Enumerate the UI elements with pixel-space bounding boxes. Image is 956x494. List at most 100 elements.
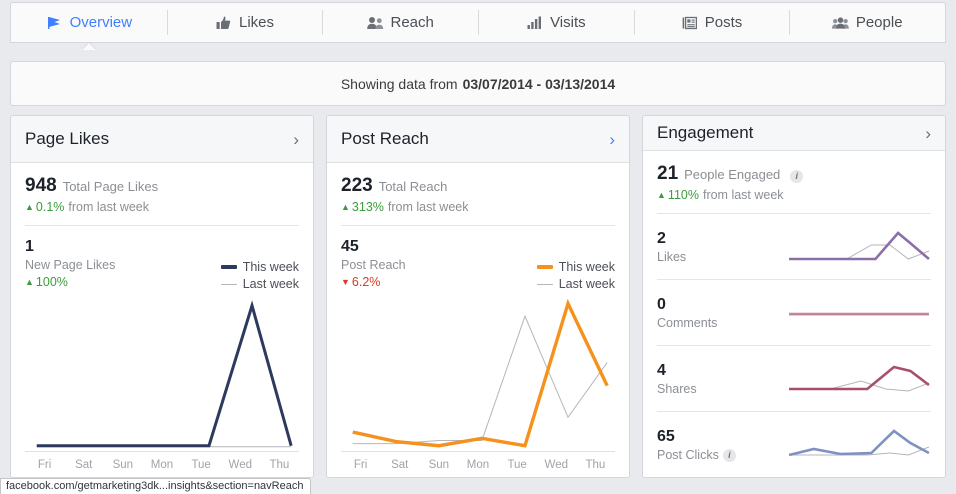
card-header[interactable]: Engagement › — [643, 116, 945, 151]
metric-block: 45 Post Reach ▼ 6.2% This week — [341, 226, 615, 291]
page-likes-chart — [25, 293, 299, 451]
arrow-up-icon: ▲ — [25, 276, 34, 287]
card-page-likes: Page Likes › 948 Total Page Likes ▲ 0.1%… — [10, 115, 314, 478]
card-header[interactable]: Post Reach › — [327, 116, 629, 163]
tab-overview[interactable]: Overview — [11, 3, 167, 42]
tab-visits[interactable]: Visits — [478, 3, 634, 42]
bar-chart-icon — [526, 15, 543, 30]
metric-label: New Page Likes — [25, 258, 116, 272]
metric-value: 45 — [341, 238, 359, 255]
x-tick: Sun — [428, 458, 450, 471]
summary-delta-suffix: from last week — [702, 188, 784, 202]
card-body: 21 People Engaged i ▲ 110% from last wee… — [643, 151, 945, 477]
metric-value: 1 — [25, 238, 34, 255]
legend-this-week: This week — [536, 260, 615, 274]
x-tick: Thu — [585, 458, 606, 471]
metric-block: 1 New Page Likes ▲ 100% This week — [25, 226, 299, 291]
post-reach-x-axis: Fri Sat Sun Mon Tue Wed Thu — [341, 451, 615, 477]
engagement-row-post-clicks: 65 Post Clicks i — [657, 412, 931, 477]
card-title: Engagement — [657, 123, 754, 142]
shares-sparkline-svg — [787, 359, 931, 399]
card-engagement: Engagement › 21 People Engaged i ▲ 110% … — [642, 115, 946, 478]
date-range-value[interactable]: 03/07/2014 - 03/13/2014 — [462, 75, 616, 92]
x-tick: Wed — [228, 458, 252, 471]
card-body: 223 Total Reach ▲ 313% from last week 45… — [327, 163, 629, 477]
series-last-week — [789, 447, 929, 455]
legend-swatch-icon — [536, 265, 553, 269]
summary-delta-suffix: from last week — [68, 200, 150, 214]
legend-last-week: Last week — [220, 277, 299, 291]
legend-swatch-icon — [220, 283, 237, 285]
x-tick: Mon — [150, 458, 174, 471]
arrow-up-icon: ▲ — [657, 189, 666, 200]
post-clicks-sparkline-svg — [787, 425, 931, 465]
row-label: Likes — [657, 250, 687, 264]
tab-reach[interactable]: Reach — [322, 3, 478, 42]
comments-sparkline-svg — [787, 293, 931, 333]
x-tick: Wed — [544, 458, 568, 471]
summary-label: Total Reach — [378, 179, 448, 194]
chevron-right-icon[interactable]: › — [293, 129, 299, 149]
row-value: 4 — [657, 362, 666, 379]
people-icon — [366, 15, 384, 30]
arrow-down-icon: ▼ — [341, 276, 350, 287]
summary-label: Total Page Likes — [62, 179, 159, 194]
summary-delta-pct: 110% — [667, 188, 699, 202]
summary-value: 223 — [341, 175, 373, 196]
thumbs-up-icon — [215, 15, 232, 30]
series-this-week — [789, 367, 929, 389]
row-label: Comments — [657, 316, 718, 330]
chevron-right-icon[interactable]: › — [609, 129, 615, 149]
series-this-week — [789, 233, 929, 259]
chart-legend: This week Last week — [220, 260, 299, 291]
post-reach-chart — [341, 293, 615, 451]
tab-label: Posts — [704, 14, 743, 31]
engagement-row-likes: 2 Likes — [657, 214, 931, 280]
arrow-up-icon: ▲ — [341, 201, 350, 212]
info-icon[interactable]: i — [790, 169, 804, 183]
engagement-row-comments: 0 Comments — [657, 280, 931, 346]
legend-label: Last week — [242, 277, 299, 291]
chart-legend: This week Last week — [536, 260, 615, 291]
tab-posts[interactable]: Posts — [633, 3, 790, 42]
page-likes-x-axis: Fri Sat Sun Mon Tue Wed Thu — [25, 451, 299, 477]
x-tick: Sat — [75, 458, 93, 471]
summary-label: People Engaged — [684, 167, 781, 182]
x-tick: Mon — [466, 458, 490, 471]
metric-delta-pct: 6.2% — [351, 275, 381, 289]
chevron-right-icon[interactable]: › — [925, 123, 931, 143]
row-value: 0 — [657, 296, 666, 313]
tab-label: Reach — [390, 14, 434, 31]
legend-swatch-icon — [220, 265, 237, 269]
overview-cards: Page Likes › 948 Total Page Likes ▲ 0.1%… — [10, 115, 946, 478]
summary-block: 21 People Engaged i ▲ 110% from last wee… — [657, 151, 931, 214]
arrow-up-icon: ▲ — [25, 201, 34, 212]
list-icon — [681, 15, 698, 30]
summary-value: 21 — [657, 163, 679, 184]
tab-label: Overview — [69, 14, 133, 31]
row-value: 2 — [657, 230, 666, 247]
x-tick: Tue — [507, 458, 527, 471]
engagement-row-shares: 4 Shares — [657, 346, 931, 412]
summary-value: 948 — [25, 175, 57, 196]
card-title: Page Likes — [25, 129, 110, 148]
tab-people[interactable]: People — [789, 3, 945, 42]
series-last-week — [789, 245, 929, 259]
legend-label: Last week — [558, 277, 615, 291]
x-tick: Fri — [37, 458, 52, 471]
likes-sparkline — [787, 227, 931, 267]
info-icon[interactable]: i — [722, 448, 736, 462]
likes-sparkline-svg — [787, 227, 931, 267]
metric-delta-pct: 100% — [35, 275, 68, 289]
group-icon — [831, 15, 849, 30]
card-header[interactable]: Page Likes › — [11, 116, 313, 163]
x-tick: Fri — [353, 458, 368, 471]
x-tick: Sat — [391, 458, 409, 471]
insights-tab-bar: Overview Likes Reach Visits Posts — [10, 2, 946, 43]
tab-likes[interactable]: Likes — [166, 3, 323, 42]
post-clicks-sparkline — [787, 425, 931, 465]
post-reach-chart-svg — [341, 293, 615, 451]
x-tick: Sun — [112, 458, 134, 471]
summary-block: 223 Total Reach ▲ 313% from last week — [341, 163, 615, 226]
